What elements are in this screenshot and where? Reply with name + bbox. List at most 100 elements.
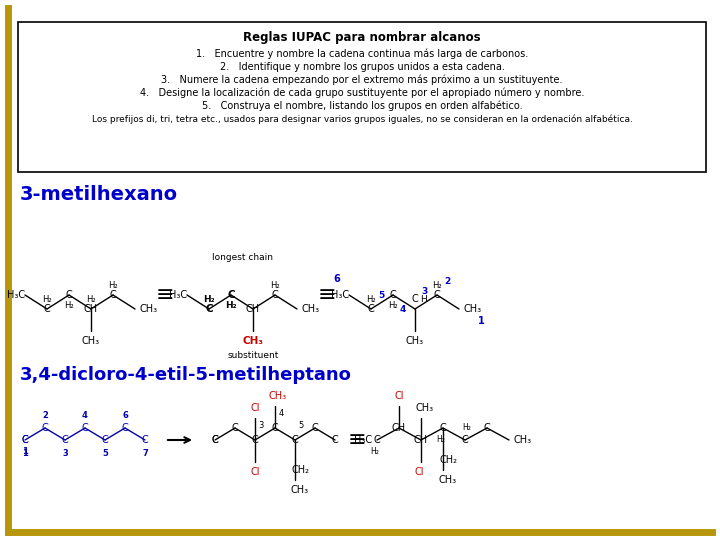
Text: CH: CH	[414, 435, 428, 445]
Text: C: C	[462, 435, 469, 445]
Text: 3.   Numere la cadena empezando por el extremo más próximo a un sustituyente.: 3. Numere la cadena empezando por el ext…	[161, 75, 563, 85]
Text: H₂: H₂	[270, 280, 280, 289]
Text: 7: 7	[142, 449, 148, 457]
Text: CH₃: CH₃	[439, 475, 457, 485]
Text: C: C	[142, 435, 148, 445]
Text: 3: 3	[422, 287, 428, 295]
Text: CH₃: CH₃	[514, 435, 532, 445]
Text: H₂: H₂	[108, 280, 118, 289]
Text: 3-metilhexano: 3-metilhexano	[20, 186, 178, 205]
Text: CH₃: CH₃	[291, 485, 309, 495]
Text: 4.   Designe la localización de cada grupo sustituyente por el apropiado número : 4. Designe la localización de cada grupo…	[140, 87, 584, 98]
Text: CH₂: CH₂	[439, 455, 457, 465]
Text: C: C	[81, 423, 89, 433]
Text: H₃C: H₃C	[169, 290, 187, 300]
Text: C: C	[433, 290, 441, 300]
Text: 5: 5	[102, 449, 108, 457]
Text: C: C	[251, 435, 258, 445]
Text: Los prefijos di, tri, tetra etc., usados para designar varios grupos iguales, no: Los prefijos di, tri, tetra etc., usados…	[91, 114, 632, 124]
Text: 4: 4	[82, 410, 88, 420]
Text: H₂: H₂	[86, 294, 96, 303]
Text: C: C	[368, 304, 374, 314]
Text: 2: 2	[444, 276, 450, 286]
Text: Cl: Cl	[395, 391, 404, 401]
Text: C: C	[62, 435, 68, 445]
Text: C: C	[122, 423, 128, 433]
Text: CH: CH	[392, 423, 406, 433]
Text: C: C	[44, 304, 50, 314]
Text: C: C	[390, 290, 397, 300]
Text: CH₃: CH₃	[464, 304, 482, 314]
Text: C: C	[484, 423, 490, 433]
Text: H₃C: H₃C	[7, 290, 25, 300]
Text: CH₃: CH₃	[416, 403, 434, 413]
Text: 3: 3	[62, 449, 68, 457]
Text: 5: 5	[298, 422, 304, 430]
Text: H₂: H₂	[436, 435, 446, 444]
Text: C: C	[271, 290, 279, 300]
Text: C: C	[66, 290, 73, 300]
Text: C: C	[22, 435, 28, 445]
Text: H₂: H₂	[225, 300, 237, 309]
Text: 1: 1	[477, 316, 485, 326]
Text: H: H	[420, 294, 427, 303]
Text: Cl: Cl	[414, 467, 424, 477]
Text: H₂: H₂	[203, 294, 215, 303]
Text: H₂: H₂	[432, 280, 442, 289]
Text: C: C	[312, 423, 318, 433]
Text: 5: 5	[378, 291, 384, 300]
Text: 3,4-dicloro-4-etil-5-metilheptano: 3,4-dicloro-4-etil-5-metilheptano	[20, 366, 352, 384]
Text: CH₃: CH₃	[302, 304, 320, 314]
Text: 3: 3	[258, 422, 264, 430]
Text: CH₂: CH₂	[291, 465, 309, 475]
Text: 4: 4	[279, 409, 284, 418]
Text: H₂: H₂	[42, 294, 52, 303]
Text: Reglas IUPAC para nombrar alcanos: Reglas IUPAC para nombrar alcanos	[243, 31, 481, 44]
Text: CH: CH	[246, 304, 260, 314]
Text: 1: 1	[22, 448, 28, 456]
Text: CH₃: CH₃	[140, 304, 158, 314]
Text: C: C	[271, 423, 279, 433]
Text: CH₃: CH₃	[243, 336, 264, 346]
Text: 2.   Identifique y nombre los grupos unidos a esta cadena.: 2. Identifique y nombre los grupos unido…	[220, 62, 505, 72]
Text: ≡: ≡	[318, 285, 336, 305]
Text: 5.   Construya el nombre, listando los grupos en orden alfabético.: 5. Construya el nombre, listando los gru…	[202, 101, 522, 111]
Text: Cl: Cl	[251, 467, 260, 477]
Bar	[18, 22, 706, 172]
Text: C: C	[292, 435, 298, 445]
Text: 1: 1	[22, 449, 28, 457]
Text: CH₃: CH₃	[269, 391, 287, 401]
Text: C: C	[228, 290, 235, 300]
Text: C: C	[42, 423, 48, 433]
Text: substituent: substituent	[228, 350, 279, 360]
Text: 6: 6	[333, 274, 341, 284]
Text: 1.   Encuentre y nombre la cadena continua más larga de carbonos.: 1. Encuentre y nombre la cadena continua…	[196, 49, 528, 59]
Text: ≡: ≡	[156, 285, 174, 305]
Text: H₃C: H₃C	[331, 290, 349, 300]
Text: C: C	[212, 435, 218, 445]
Text: C: C	[212, 435, 218, 445]
Text: H₂: H₂	[371, 448, 379, 456]
Text: H₃C: H₃C	[354, 435, 372, 445]
Text: C: C	[374, 435, 380, 445]
Text: 2: 2	[42, 410, 48, 420]
Text: C: C	[232, 423, 238, 433]
Text: H₂: H₂	[366, 294, 376, 303]
Text: CH₃: CH₃	[82, 336, 100, 346]
Text: C: C	[102, 435, 109, 445]
Text: H₂: H₂	[462, 423, 472, 433]
Text: Cl: Cl	[251, 403, 260, 413]
Text: ≡: ≡	[348, 430, 366, 450]
Text: C: C	[412, 294, 418, 304]
Text: CH: CH	[84, 304, 98, 314]
Text: H₂: H₂	[64, 300, 74, 309]
Text: CH₃: CH₃	[406, 336, 424, 346]
Text: C: C	[205, 304, 213, 314]
Text: C: C	[440, 423, 446, 433]
Text: C: C	[109, 290, 117, 300]
Text: C: C	[332, 435, 338, 445]
Text: 6: 6	[122, 410, 128, 420]
Text: H₂: H₂	[388, 300, 398, 309]
Text: C: C	[22, 435, 28, 445]
Text: 4: 4	[400, 305, 406, 314]
